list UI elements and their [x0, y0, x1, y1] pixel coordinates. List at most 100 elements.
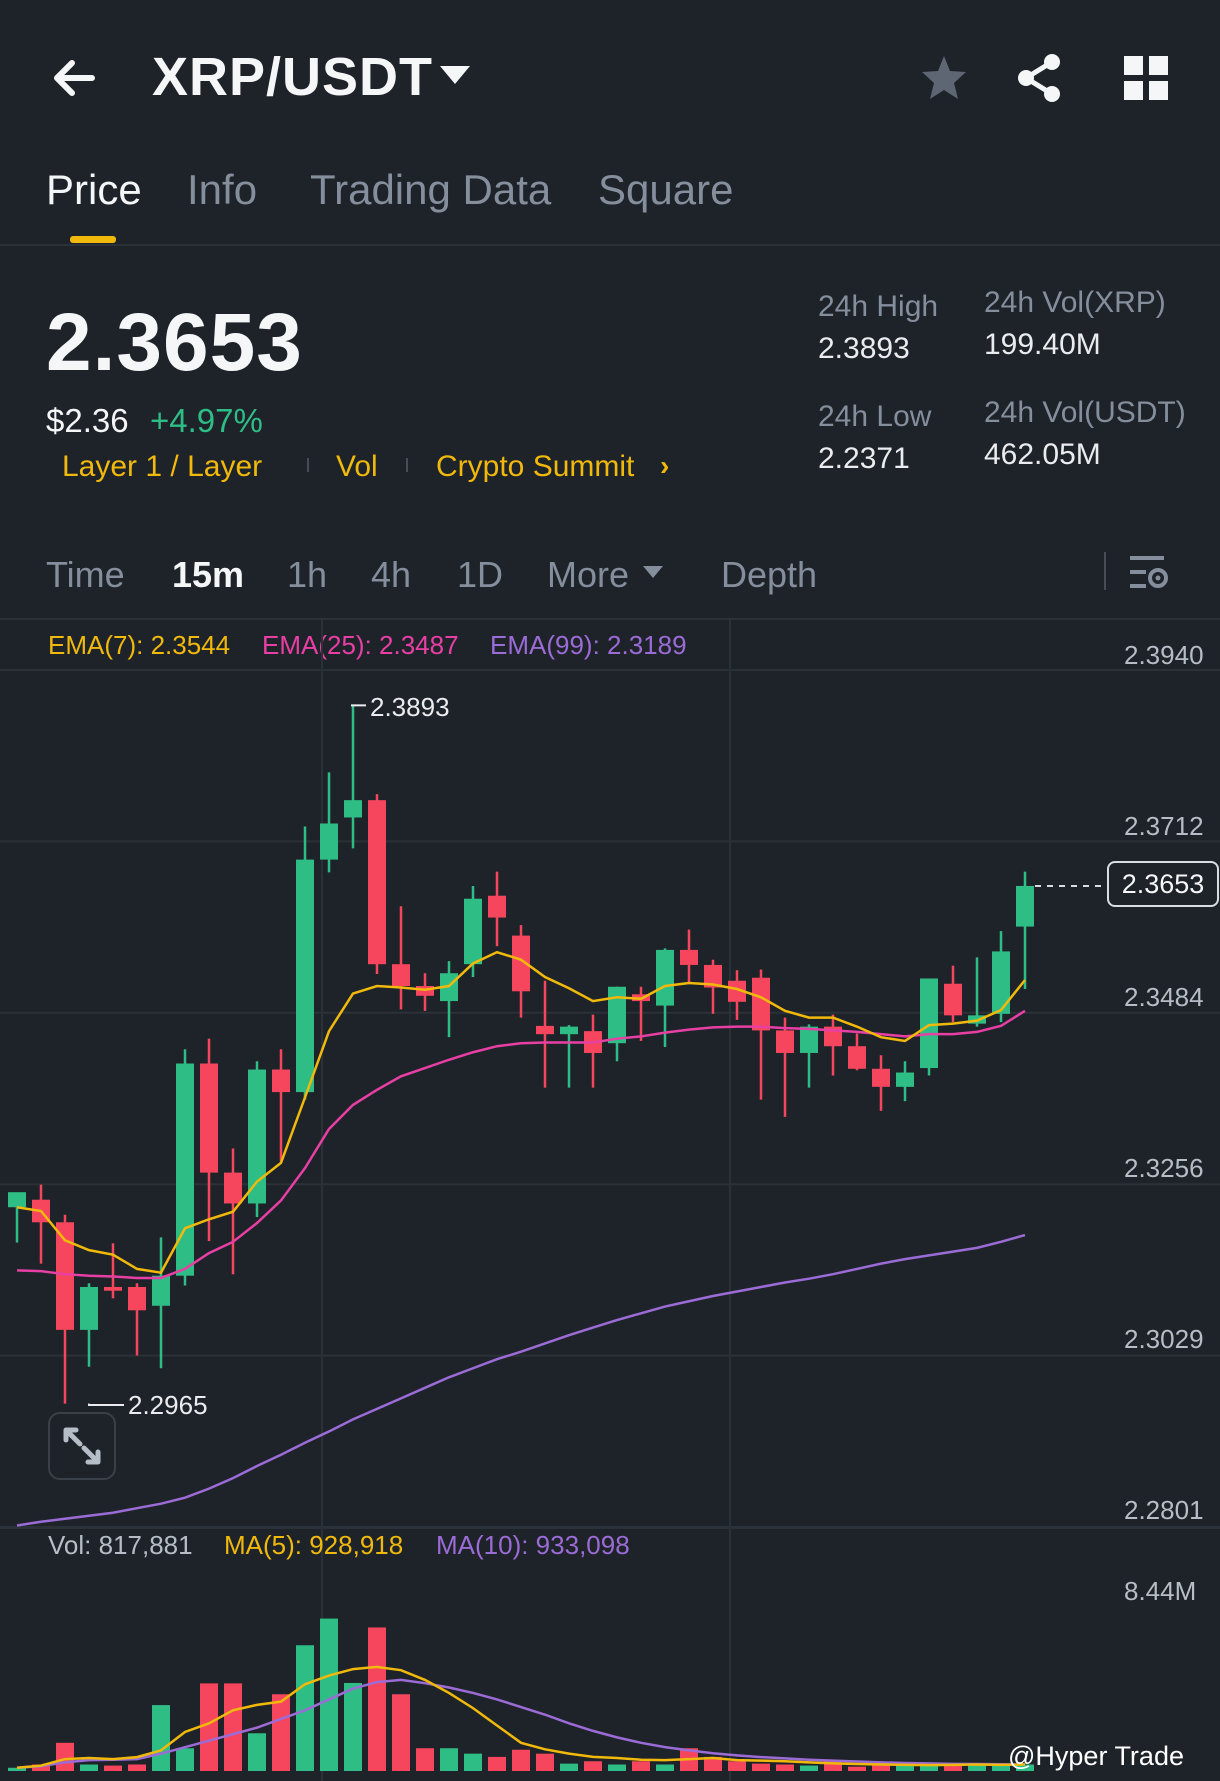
volume-bar	[296, 1645, 314, 1771]
volume-bar	[32, 1764, 50, 1771]
tf-separator	[1104, 552, 1106, 590]
volume-bar	[128, 1764, 146, 1771]
expand-icon	[63, 1427, 101, 1465]
volume-bar	[848, 1766, 866, 1771]
candle-body	[320, 823, 338, 860]
low-value: 2.2371	[818, 442, 910, 475]
volume-bar	[416, 1748, 434, 1771]
volume-bar	[224, 1683, 242, 1771]
candle-body	[728, 980, 746, 1002]
share-icon[interactable]	[1012, 50, 1068, 106]
high-value: 2.3893	[818, 332, 910, 365]
candle-body	[272, 1069, 290, 1093]
candle-body	[128, 1286, 146, 1311]
volume-bar	[320, 1618, 338, 1771]
tf-more[interactable]: More	[547, 554, 630, 595]
volume-bar	[728, 1761, 746, 1771]
tf-time[interactable]: Time	[46, 554, 125, 595]
tag-vol[interactable]: Vol	[336, 450, 378, 483]
tf-1d[interactable]: 1D	[457, 554, 504, 595]
volume-bar	[968, 1764, 986, 1771]
y-label-1: 2.3940	[1124, 640, 1204, 670]
vol-ma10-legend: MA(10): 933,098	[436, 1530, 630, 1560]
candle-body	[848, 1046, 866, 1069]
candle-body	[152, 1275, 170, 1306]
y-label-2: 2.3712	[1124, 811, 1204, 841]
tab-trading-data[interactable]: Trading Data	[310, 166, 552, 213]
tf-4h[interactable]: 4h	[371, 554, 412, 595]
volume-bar	[896, 1765, 914, 1771]
chart-settings-icon[interactable]	[1128, 552, 1170, 592]
ema25-legend: EMA(25): 2.3487	[262, 630, 459, 660]
volume-bar	[776, 1764, 794, 1771]
candle-body	[800, 1026, 818, 1053]
tag-separator	[406, 458, 408, 472]
tag-layer[interactable]: Layer 1 / Layer	[62, 450, 263, 483]
candle-body	[200, 1063, 218, 1173]
low-marker-line	[88, 1403, 124, 1406]
tf-depth[interactable]: Depth	[721, 554, 818, 595]
active-tab-indicator	[70, 236, 116, 243]
volume-bar	[488, 1756, 506, 1771]
tf-15m[interactable]: 15m	[172, 554, 245, 595]
volume-bar	[752, 1763, 770, 1771]
candle-body	[704, 964, 722, 988]
candle-body	[8, 1192, 26, 1208]
candle-body	[536, 1025, 554, 1035]
volume-bar	[248, 1733, 266, 1771]
high-marker-label: 2.3893	[370, 692, 450, 722]
vol-ma5-line	[16, 1665, 1026, 1769]
tabs-divider	[0, 244, 1220, 246]
volume-bar	[392, 1694, 410, 1771]
candle-body	[920, 978, 938, 1069]
volume-bar	[536, 1753, 554, 1771]
volume-bar	[584, 1761, 602, 1771]
current-price-tag: 2.3653	[1107, 861, 1219, 907]
vol-xrp-value: 199.40M	[984, 328, 1101, 361]
expand-chart-button[interactable]	[48, 1412, 116, 1480]
low-label: 24h Low	[818, 400, 932, 433]
volume-bar	[608, 1764, 626, 1771]
tab-info[interactable]: Info	[187, 166, 258, 213]
watermark-text: @Hyper Trade	[1008, 1741, 1184, 1771]
usd-price: $2.36	[46, 402, 129, 439]
grid-menu-icon[interactable]	[1118, 50, 1174, 106]
tab-square[interactable]: Square	[598, 166, 734, 213]
candle-body	[296, 859, 314, 1093]
tag-crypto-summit[interactable]: Crypto Summit	[436, 450, 635, 483]
tag-separator	[307, 458, 309, 472]
volume-bar	[920, 1764, 938, 1771]
low-marker-label: 2.2965	[128, 1390, 208, 1420]
tf-1h[interactable]: 1h	[287, 554, 328, 595]
candle-body	[944, 983, 962, 1016]
y-label-4: 2.3256	[1124, 1153, 1204, 1183]
more-dropdown-icon[interactable]	[643, 566, 663, 578]
candle-body	[752, 977, 770, 1031]
volume-bar	[944, 1764, 962, 1771]
price-chart[interactable]	[0, 620, 1220, 1781]
volume-bar	[56, 1742, 74, 1771]
volume-bar	[272, 1694, 290, 1771]
chevron-right-icon[interactable]: ›	[660, 450, 670, 481]
ema99-line	[16, 1233, 1026, 1527]
pair-title[interactable]: XRP/USDT	[152, 47, 434, 107]
y-label-6: 2.2801	[1124, 1495, 1204, 1525]
back-arrow-icon[interactable]	[48, 50, 104, 106]
ema25-line	[16, 1009, 1026, 1280]
volume-bar	[632, 1761, 650, 1771]
candle-body	[656, 949, 674, 1006]
pair-dropdown-icon[interactable]	[440, 66, 470, 84]
candle-body	[248, 1069, 266, 1204]
volume-bar	[176, 1748, 194, 1771]
candle-body	[992, 951, 1010, 1014]
volume-bar	[80, 1764, 98, 1771]
ema7-legend: EMA(7): 2.3544	[48, 630, 231, 660]
y-label-3: 2.3484	[1124, 982, 1204, 1012]
candle-body	[680, 949, 698, 965]
candle-body	[344, 800, 362, 818]
volume-bar	[800, 1765, 818, 1771]
volume-bar	[656, 1764, 674, 1771]
star-icon[interactable]	[916, 50, 972, 106]
volume-bar	[704, 1756, 722, 1771]
tab-price[interactable]: Price	[46, 166, 142, 213]
